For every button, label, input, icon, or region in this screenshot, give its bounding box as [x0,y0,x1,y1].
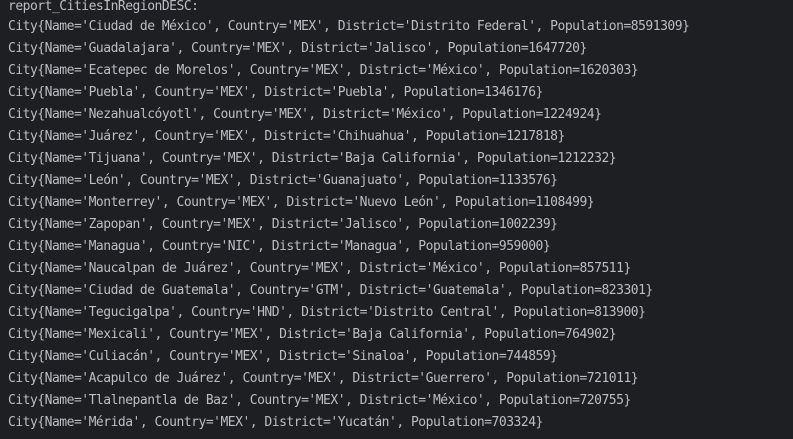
output-line: City{Name='Acapulco de Juárez', Country=… [8,371,639,386]
output-line: City{Name='Naucalpan de Juárez', Country… [8,261,631,276]
output-line: City{Name='Mérida', Country='MEX', Distr… [8,415,543,430]
output-line: City{Name='Juárez', Country='MEX', Distr… [8,129,565,144]
output-line: City{Name='Ciudad de Guatemala', Country… [8,283,653,298]
output-line: City{Name='Managua', Country='NIC', Dist… [8,239,551,254]
output-line: City{Name='Zapopan', Country='MEX', Dist… [8,217,558,232]
output-line: City{Name='Nezahualcóyotl', Country='MEX… [8,107,602,122]
output-line: City{Name='Ciudad de México', Country='M… [8,19,690,34]
output-line: City{Name='Mexicali', Country='MEX', Dis… [8,327,617,342]
output-line: City{Name='Ecatepec de Morelos', Country… [8,63,639,78]
report-header: report_CitiesInRegionDESC: [8,0,199,14]
output-line: City{Name='Tijuana', Country='MEX', Dist… [8,151,617,166]
output-line: City{Name='Tegucigalpa', Country='HND', … [8,305,646,320]
output-line: City{Name='Monterrey', Country='MEX', Di… [8,195,595,210]
output-line: City{Name='León', Country='MEX', Distric… [8,173,558,188]
output-line: City{Name='Guadalajara', Country='MEX', … [8,41,587,56]
output-line: City{Name='Puebla', Country='MEX', Distr… [8,85,543,100]
output-line: City{Name='Tlalnepantla de Baz', Country… [8,393,631,408]
output-line: City{Name='Culiacán', Country='MEX', Dis… [8,349,558,364]
